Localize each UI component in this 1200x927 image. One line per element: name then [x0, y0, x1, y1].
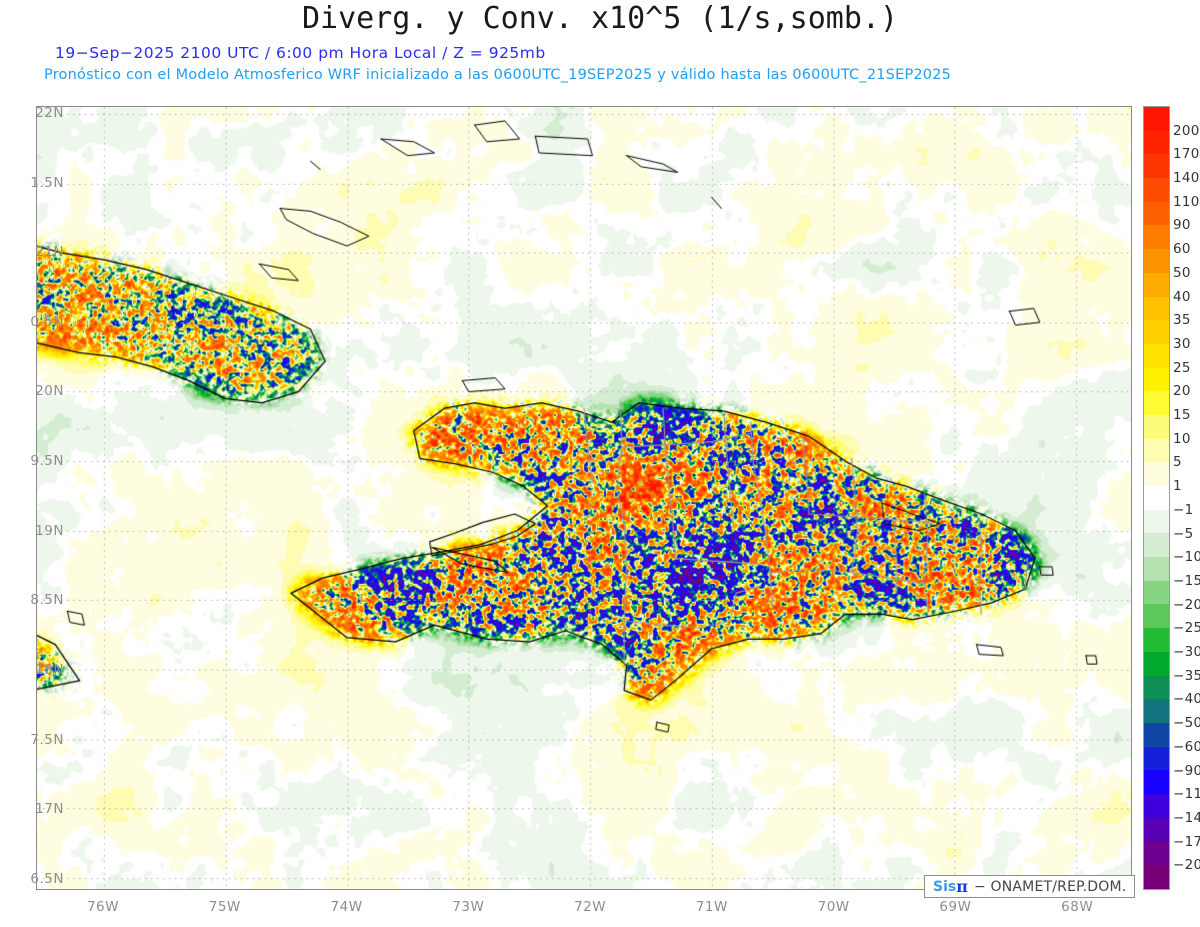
colorbar-band — [1144, 865, 1169, 889]
colorbar-tick-label: 200 — [1173, 122, 1200, 139]
colorbar-tick-label: 35 — [1173, 312, 1191, 329]
longitude-tick-label: 72W — [574, 899, 607, 915]
colorbar-band — [1144, 154, 1169, 179]
latitude-tick-label: 20N — [35, 383, 64, 400]
colorbar-tick-label: −25 — [1173, 620, 1200, 637]
colorbar-tick-label: −40 — [1173, 691, 1200, 708]
colorbar-tick-label: −30 — [1173, 644, 1200, 661]
colorbar-tick-label: 40 — [1173, 288, 1191, 305]
colorbar-band — [1144, 675, 1169, 700]
colorbar-tick-label: −50 — [1173, 715, 1200, 732]
longitude-tick-label: 73W — [452, 899, 485, 915]
colorbar-band — [1144, 249, 1169, 273]
chart-subtitle-datetime: 19−Sep−2025 2100 UTC / 6:00 pm Hora Loca… — [55, 44, 546, 62]
colorbar-tick-label: 140 — [1173, 170, 1200, 187]
colorbar-band — [1144, 841, 1169, 865]
colorbar-tick-label: −60 — [1173, 738, 1200, 755]
chart-header: Diverg. y Conv. x10^5 (1/s,somb.) 19−Sep… — [0, 0, 1200, 95]
colorbar-tick-label: −110 — [1173, 786, 1200, 803]
colorbar-band — [1144, 580, 1169, 605]
colorbar-tick-label: 1 — [1173, 478, 1182, 495]
colorbar-tick-label: −200 — [1173, 857, 1200, 874]
sispi-logo-text: Sis — [933, 878, 957, 895]
colorbar-band — [1144, 509, 1169, 534]
colorbar-tick-label: 90 — [1173, 217, 1191, 234]
colorbar-tick-label: −5 — [1173, 525, 1194, 542]
chart-subtitle-model: Pronóstico con el Modelo Atmosferico WRF… — [44, 67, 952, 83]
colorbar-tick-label: −10 — [1173, 549, 1200, 566]
colorbar-band — [1144, 628, 1169, 652]
page-title: Diverg. y Conv. x10^5 (1/s,somb.) — [301, 1, 899, 36]
colorbar-tick-label: −15 — [1173, 572, 1200, 589]
latitude-tick-label: 19N — [35, 522, 64, 539]
colorbar-band — [1144, 367, 1169, 392]
longitude-tick-label: 68W — [1061, 899, 1094, 915]
colorbar-tick-label: 170 — [1173, 146, 1200, 163]
colorbar-band — [1144, 391, 1169, 415]
colorbar-band — [1144, 462, 1169, 486]
colorbar-tick-label: 110 — [1173, 193, 1200, 210]
colorbar — [1143, 106, 1170, 890]
colorbar-tick-label: −170 — [1173, 833, 1200, 850]
longitude-tick-label: 71W — [695, 899, 728, 915]
latitude-tick-label: 18N — [35, 661, 64, 678]
colorbar-band — [1144, 793, 1169, 818]
latitude-tick-label: 9.5N — [30, 453, 64, 470]
organization-label: − ONAMET/REP.DOM. — [973, 878, 1127, 895]
longitude-tick-label: 69W — [939, 899, 972, 915]
colorbar-band — [1144, 746, 1169, 771]
colorbar-tick-label: −20 — [1173, 596, 1200, 613]
colorbar-band — [1144, 201, 1169, 226]
latitude-tick-label: 0.5N — [30, 313, 64, 330]
colorbar-band — [1144, 414, 1169, 439]
colorbar-tick-label: −90 — [1173, 762, 1200, 779]
colorbar-band — [1144, 722, 1169, 747]
colorbar-band — [1144, 817, 1169, 842]
colorbar-band — [1144, 272, 1169, 297]
longitude-tick-label: 76W — [86, 899, 119, 915]
latitude-tick-label: 6.5N — [30, 870, 64, 887]
colorbar-band — [1144, 107, 1169, 131]
colorbar-band — [1144, 130, 1169, 155]
colorbar-tick-label: 10 — [1173, 430, 1191, 447]
colorbar-tick-label: 15 — [1173, 407, 1191, 424]
latitude-tick-label: 8.5N — [30, 592, 64, 609]
latitude-tick-label: 7.5N — [30, 731, 64, 748]
colorbar-band — [1144, 604, 1169, 629]
colorbar-tick-label: 5 — [1173, 454, 1182, 471]
colorbar-band — [1144, 438, 1169, 463]
map-plot-area — [36, 106, 1132, 890]
pi-symbol-icon: π — [956, 877, 968, 896]
colorbar-band — [1144, 770, 1169, 794]
colorbar-band — [1144, 320, 1169, 344]
longitude-tick-label: 75W — [208, 899, 241, 915]
colorbar-tick-label: 50 — [1173, 264, 1191, 281]
attribution-badge: Sis π − ONAMET/REP.DOM. — [924, 875, 1136, 898]
colorbar-band — [1144, 486, 1169, 510]
colorbar-tick-label: −1 — [1173, 501, 1194, 518]
latitude-tick-label: 22N — [35, 104, 64, 121]
colorbar-band — [1144, 651, 1169, 676]
divergence-heatmap-canvas — [37, 107, 1131, 889]
colorbar-tick-label: 30 — [1173, 335, 1191, 352]
colorbar-tick-label: 60 — [1173, 241, 1191, 258]
colorbar-tick-label: −35 — [1173, 667, 1200, 684]
colorbar-band — [1144, 699, 1169, 723]
colorbar-band — [1144, 296, 1169, 321]
colorbar-tick-label: −140 — [1173, 809, 1200, 826]
longitude-tick-label: 70W — [817, 899, 850, 915]
colorbar-band — [1144, 557, 1169, 581]
longitude-tick-label: 74W — [330, 899, 363, 915]
latitude-tick-label: 21N — [35, 244, 64, 261]
colorbar-band — [1144, 533, 1169, 558]
latitude-tick-label: 1.5N — [30, 174, 64, 191]
latitude-tick-label: 17N — [35, 801, 64, 818]
colorbar-tick-label: 20 — [1173, 383, 1191, 400]
colorbar-band — [1144, 225, 1169, 250]
colorbar-tick-label: 25 — [1173, 359, 1191, 376]
colorbar-band — [1144, 343, 1169, 368]
colorbar-tick-labels: 200 170 140 110 90 60 50 40 35 30 25 20 15 10 5 1 −1 −5 −1… — [1173, 106, 1200, 890]
colorbar-band — [1144, 178, 1169, 202]
